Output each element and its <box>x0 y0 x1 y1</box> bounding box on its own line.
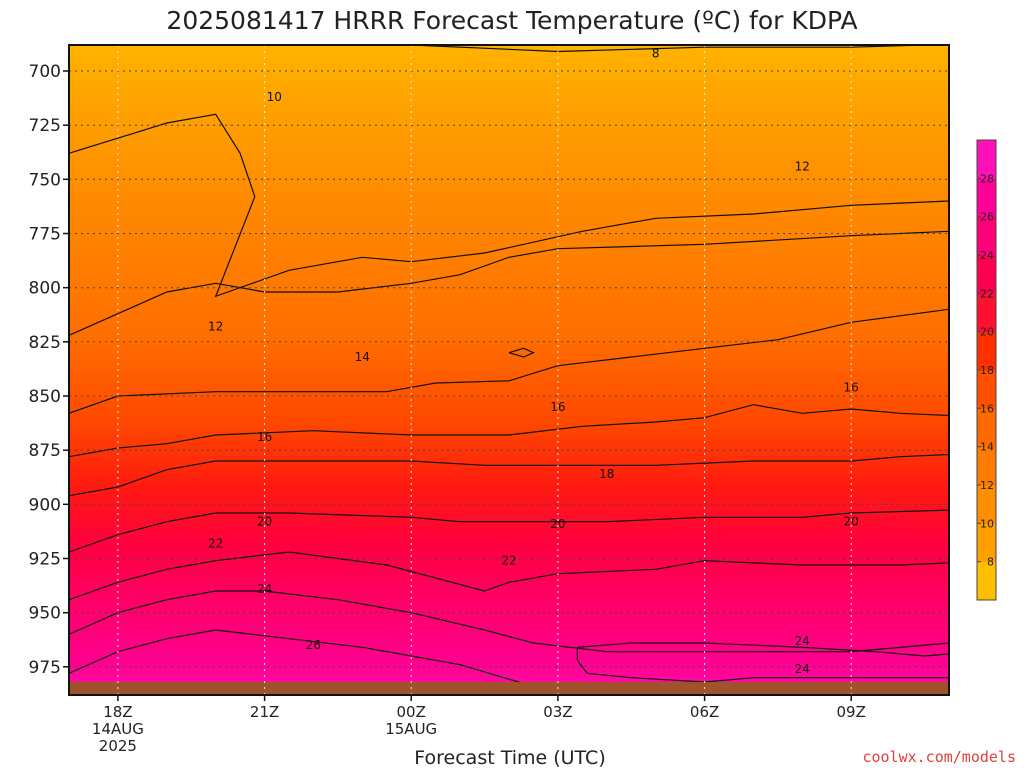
contour-20-6 <box>69 509 949 553</box>
colorbar-label-16: 16 <box>980 402 994 415</box>
x-tick-label-0-0: 18Z <box>103 703 132 721</box>
contour-label-12: 22 <box>208 536 223 550</box>
colorbar-label-20: 20 <box>980 326 994 339</box>
plot-frame <box>68 44 950 696</box>
colorbar-segment-28 <box>977 140 996 179</box>
contour-12-2 <box>69 230 949 336</box>
contour-22-7 <box>69 551 949 601</box>
contour-label-7: 16 <box>844 380 859 394</box>
colorbar-label-10: 10 <box>980 517 994 530</box>
contour-14-12 <box>508 347 535 358</box>
x-tick-label-9-0: 03Z <box>543 703 572 721</box>
contour-label-6: 16 <box>550 400 565 414</box>
contour-label-5: 16 <box>257 430 272 444</box>
colorbar-label-12: 12 <box>980 479 994 492</box>
x-tick-label-12-0: 06Z <box>690 703 719 721</box>
colorbar-label-14: 14 <box>980 441 994 454</box>
colorbar-segment-26 <box>977 178 996 218</box>
x-axis-label: Forecast Time (UTC) <box>414 747 605 768</box>
contour-10-1 <box>69 113 949 298</box>
contour-24-8 <box>69 590 949 653</box>
y-tick-label-750: 750 <box>29 170 61 190</box>
colorbar-label-18: 18 <box>980 364 994 377</box>
y-tick-label-725: 725 <box>29 116 61 136</box>
contour-label-3: 12 <box>208 320 223 334</box>
y-tick-label-850: 850 <box>29 387 61 407</box>
chart-title: 2025081417 HRRR Forecast Temperature (ºC… <box>166 6 857 35</box>
colorbar: 8 10 12 14 16 18 20 22 24 26 28 <box>976 139 997 601</box>
colorbar-label-24: 24 <box>980 249 994 262</box>
contour-label-15: 24 <box>795 634 810 648</box>
contour-label-2: 12 <box>795 159 810 173</box>
contour-label-9: 20 <box>257 515 272 529</box>
y-tick-label-900: 900 <box>29 495 61 515</box>
contour-26-9 <box>69 629 569 695</box>
contour-label-8: 18 <box>599 467 614 481</box>
y-tick-label-975: 975 <box>29 658 61 678</box>
colorbar-segment-8 <box>977 523 996 563</box>
colorbar-segment-10 <box>977 485 996 524</box>
colorbar-label-22: 22 <box>980 287 994 300</box>
colorbar-segment-12 <box>977 446 996 486</box>
contour-label-1: 10 <box>267 90 282 104</box>
y-tick-label-925: 925 <box>29 550 61 570</box>
colorbar-segment-14 <box>977 408 996 448</box>
x-tick-label-0-2: 2025 <box>99 737 137 755</box>
contour-24-10 <box>576 642 949 683</box>
x-tick-label-3-0: 21Z <box>250 703 279 721</box>
colorbar-segment-6 <box>977 561 996 601</box>
colorbar-segment-22 <box>977 255 996 294</box>
y-tick-label-775: 775 <box>29 225 61 245</box>
colorbar-label-8: 8 <box>987 556 994 569</box>
contour-label-11: 20 <box>844 515 859 529</box>
colorbar-segment-24 <box>977 216 996 256</box>
contour-label-10: 20 <box>550 517 565 531</box>
y-tick-label-950: 950 <box>29 604 61 624</box>
y-tick-label-825: 825 <box>29 333 61 353</box>
colorbar-segment-20 <box>977 293 996 333</box>
contour-label-17: 26 <box>306 638 321 652</box>
contour-label-13: 22 <box>501 554 516 568</box>
x-tick-label-6-1: 15AUG <box>385 720 437 738</box>
credit-link[interactable]: coolwx.com/models <box>862 748 1016 766</box>
contour-label-0: 8 <box>652 47 660 61</box>
colorbar-label-28: 28 <box>980 172 994 185</box>
colorbar-segment-18 <box>977 331 996 371</box>
x-tick-label-15-0: 09Z <box>837 703 866 721</box>
contour-14-3 <box>69 308 949 414</box>
temperature-field <box>69 45 949 695</box>
x-tick-label-0-1: 14AUG <box>92 720 144 738</box>
colorbar-segment-16 <box>977 370 996 409</box>
colorbar-label-26: 26 <box>980 211 994 224</box>
y-tick-label-700: 700 <box>29 62 61 82</box>
x-tick-label-6-0: 00Z <box>397 703 426 721</box>
contour-16-4 <box>69 404 949 458</box>
contour-label-16: 24 <box>795 662 810 676</box>
contour-label-14: 24 <box>257 582 272 596</box>
y-tick-label-875: 875 <box>29 441 61 461</box>
contour-label-4: 14 <box>355 350 370 364</box>
ground-strip <box>69 682 949 695</box>
y-tick-label-800: 800 <box>29 279 61 299</box>
